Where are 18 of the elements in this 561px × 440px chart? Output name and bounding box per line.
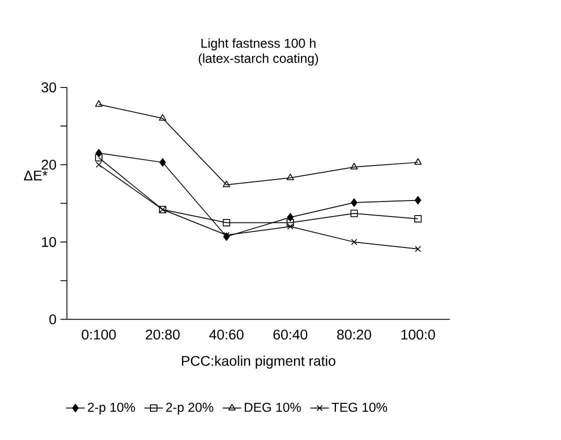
y-tick-label: 20 [42, 160, 56, 170]
x-tick-label: 20:80 [146, 330, 180, 340]
chart-title: Light fastness 100 h [202, 38, 316, 50]
y-tick-label: 30 [42, 82, 56, 92]
x-tick-label: 40:60 [209, 330, 244, 340]
x-tick-label: 100:0 [401, 330, 435, 340]
legend-label: DEG 10% [244, 402, 301, 412]
legend-label: 2-p 20% [166, 402, 214, 414]
x-tick-label: 60:40 [273, 330, 308, 340]
y-tick-label: 0 [49, 314, 56, 324]
y-axis-title: ΔE* [24, 170, 48, 180]
x-tick-label: 80:20 [337, 330, 372, 340]
legend-label: 2-p 10% [88, 402, 135, 414]
x-tick-label: 0:100 [82, 330, 116, 340]
y-tick-label: 10 [42, 236, 56, 247]
chart-subtitle: (latex-starch coating) [198, 53, 318, 66]
legend-label: TEG 10% [332, 402, 388, 412]
x-axis-title: PCC:kaolin pigment ratio [182, 356, 336, 369]
